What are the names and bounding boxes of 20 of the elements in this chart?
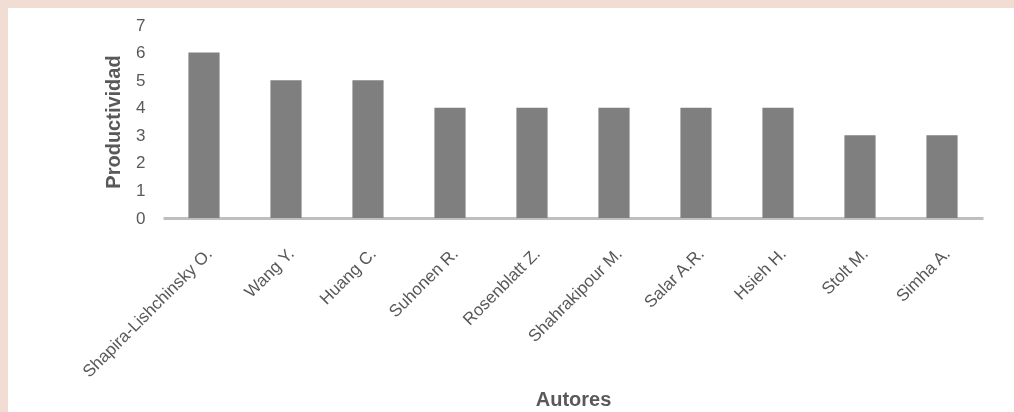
bar: [270, 80, 302, 218]
bar: [844, 135, 876, 218]
y-tick-label: 6: [136, 43, 146, 63]
y-tick-label: 3: [136, 125, 146, 145]
y-tick-label: 2: [136, 153, 146, 173]
bar: [762, 107, 794, 218]
bar: [352, 80, 384, 218]
x-axis-title: Autores: [535, 388, 612, 411]
y-axis-title: Productividad: [102, 55, 125, 189]
bar: [598, 107, 630, 218]
y-tick-label: 4: [136, 98, 146, 118]
bar: [680, 107, 712, 218]
bar: [188, 52, 220, 218]
y-tick-label: 7: [136, 15, 146, 35]
y-tick-label: 5: [136, 70, 146, 90]
y-tick-label: 1: [136, 180, 146, 200]
bar: [926, 135, 958, 218]
bar: [516, 107, 548, 218]
y-tick-label: 0: [136, 208, 146, 228]
bar: [434, 107, 466, 218]
